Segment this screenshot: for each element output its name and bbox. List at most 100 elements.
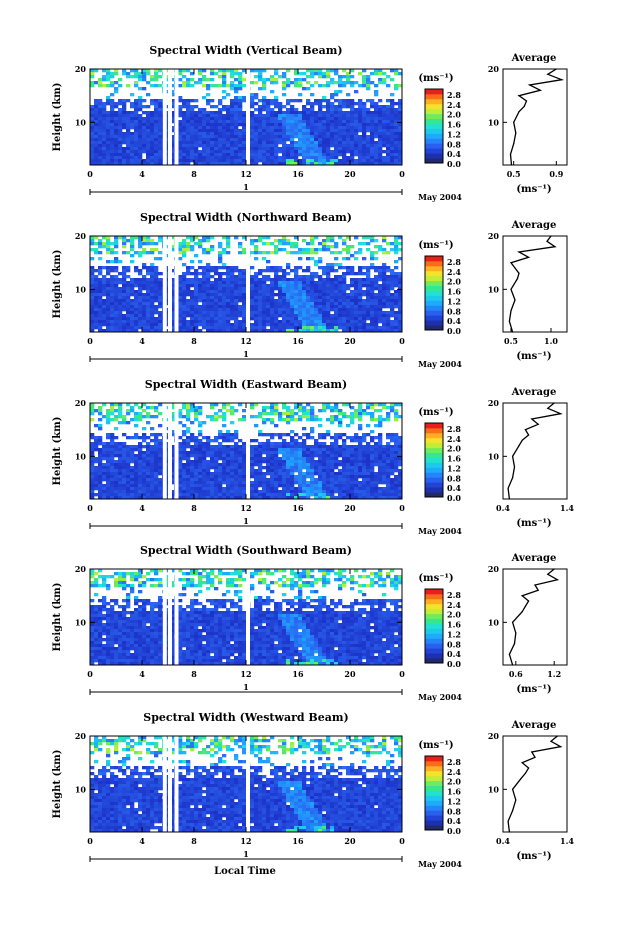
heatmap-cell	[138, 302, 142, 305]
heatmap-cell	[322, 111, 326, 114]
heatmap-cell	[346, 150, 350, 153]
heatmap-cell	[146, 287, 150, 290]
heatmap-cell	[298, 117, 302, 120]
heatmap-cell	[186, 132, 190, 135]
heatmap-cell	[350, 269, 354, 272]
heatmap-cell	[262, 457, 266, 460]
heatmap-cell	[262, 484, 266, 487]
heatmap-cell	[358, 84, 362, 87]
heatmap-cell	[186, 266, 190, 269]
heatmap-cell	[258, 123, 262, 126]
heatmap-cell	[126, 412, 130, 415]
heatmap-cell	[258, 448, 262, 451]
heatmap-cell	[238, 132, 242, 135]
heatmap-cell	[218, 448, 222, 451]
heatmap-cell	[358, 281, 362, 284]
heatmap-cell	[186, 78, 190, 81]
heatmap-cell	[382, 150, 386, 153]
heatmap-cell	[150, 284, 154, 287]
heatmap-cell	[230, 439, 234, 442]
heatmap-cell	[98, 305, 102, 308]
heatmap-cell	[138, 114, 142, 117]
heatmap-cell	[286, 81, 290, 84]
heatmap-cell	[122, 415, 126, 418]
heatmap-cell	[218, 245, 222, 248]
heatmap-cell	[378, 150, 382, 153]
heatmap-cell	[218, 433, 222, 436]
colorbar-swatch	[425, 128, 443, 133]
heatmap-cell	[390, 105, 394, 108]
heatmap-cell	[98, 302, 102, 305]
heatmap-cell	[302, 156, 306, 159]
heatmap-cell	[118, 129, 122, 132]
heatmap-cell	[206, 120, 210, 123]
heatmap-cell	[278, 269, 282, 272]
heatmap-cell	[150, 111, 154, 114]
heatmap-cell	[178, 287, 182, 290]
heatmap-cell	[158, 239, 162, 242]
heatmap-cell	[270, 326, 274, 329]
heatmap-cell	[278, 314, 282, 317]
heatmap-cell	[122, 454, 126, 457]
heatmap-cell	[202, 466, 206, 469]
heatmap-cell	[126, 123, 130, 126]
heatmap-cell	[154, 493, 158, 496]
heatmap-cell	[194, 272, 198, 275]
heatmap-cell	[358, 251, 362, 254]
heatmap-cell	[242, 96, 246, 99]
heatmap-cell	[90, 323, 94, 326]
heatmap-cell	[114, 305, 118, 308]
heatmap-cell	[282, 150, 286, 153]
heatmap-cell	[186, 490, 190, 493]
heatmap-cell	[126, 454, 130, 457]
heatmap-cell	[106, 251, 110, 254]
heatmap-cell	[114, 153, 118, 156]
heatmap-cell	[366, 81, 370, 84]
heatmap-cell	[338, 311, 342, 314]
heatmap-cell	[182, 439, 186, 442]
heatmap-cell	[106, 481, 110, 484]
heatmap-cell	[226, 484, 230, 487]
heatmap-cell	[90, 293, 94, 296]
heatmap-cell	[190, 463, 194, 466]
heatmap-cell	[370, 102, 374, 105]
heatmap-cell	[114, 141, 118, 144]
heatmap-cell	[186, 457, 190, 460]
colorbar-tick-label: 2.8	[447, 257, 461, 267]
heatmap-cell	[346, 266, 350, 269]
heatmap-cell	[306, 314, 310, 317]
heatmap-cell	[110, 153, 114, 156]
heatmap-cell	[154, 105, 158, 108]
heatmap-cell	[258, 138, 262, 141]
heatmap-cell	[342, 138, 346, 141]
heatmap-cell	[258, 442, 262, 445]
heatmap-cell	[222, 296, 226, 299]
colorbar-tick-label: 2.4	[447, 267, 461, 277]
heatmap-cell	[302, 299, 306, 302]
heatmap-cell	[94, 302, 98, 305]
heatmap-cell	[134, 418, 138, 421]
heatmap-cell	[114, 427, 118, 430]
heatmap-cell	[302, 239, 306, 242]
heatmap-cell	[250, 490, 254, 493]
heatmap-cell	[194, 269, 198, 272]
heatmap-cell	[230, 448, 234, 451]
heatmap-cell	[182, 126, 186, 129]
heatmap-cell	[374, 150, 378, 153]
heatmap-cell	[90, 311, 94, 314]
heatmap-cell	[230, 296, 234, 299]
heatmap-cell	[242, 490, 246, 493]
heatmap-cell	[262, 147, 266, 150]
heatmap-cell	[238, 159, 242, 162]
heatmap-cell	[286, 108, 290, 111]
heatmap-cell	[206, 478, 210, 481]
heatmap-cell	[366, 117, 370, 120]
heatmap-cell	[142, 72, 146, 75]
heatmap-cell	[210, 439, 214, 442]
heatmap-cell	[134, 72, 138, 75]
avg-profile-point	[510, 310, 511, 311]
heatmap-cell	[130, 144, 134, 147]
heatmap-cell	[150, 123, 154, 126]
heatmap-cell	[102, 299, 106, 302]
heatmap-cell	[286, 326, 290, 329]
